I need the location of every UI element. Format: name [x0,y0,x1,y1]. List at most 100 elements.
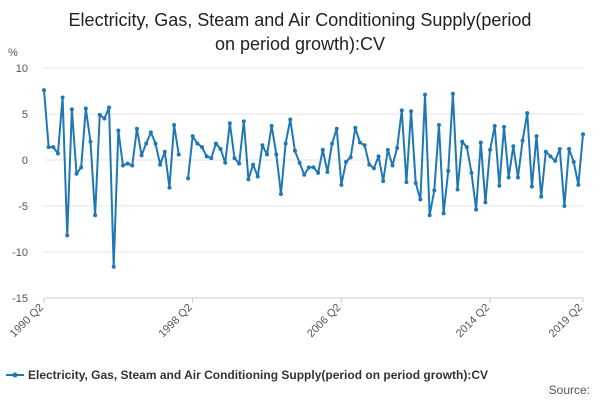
data-point[interactable] [232,156,237,161]
data-point[interactable] [302,172,307,177]
data-point[interactable] [283,141,288,146]
data-point[interactable] [97,112,102,117]
data-point[interactable] [130,163,135,168]
data-point[interactable] [51,145,56,150]
data-point[interactable] [399,108,404,113]
data-point[interactable] [237,161,242,166]
data-point[interactable] [450,91,455,96]
data-point[interactable] [474,207,479,212]
data-point[interactable] [274,152,279,157]
data-point[interactable] [148,130,153,135]
data-point[interactable] [125,161,130,166]
data-point[interactable] [199,145,204,150]
data-point[interactable] [297,160,302,165]
legend[interactable]: Electricity, Gas, Steam and Air Conditio… [6,368,488,382]
data-point[interactable] [409,109,414,114]
data-point[interactable] [116,128,121,133]
data-point[interactable] [525,111,530,116]
data-point[interactable] [488,147,493,152]
data-point[interactable] [316,170,321,175]
data-point[interactable] [357,140,362,145]
data-point[interactable] [265,152,270,157]
data-point[interactable] [218,146,223,151]
data-point[interactable] [74,171,79,176]
data-point[interactable] [144,141,149,146]
data-point[interactable] [176,152,181,157]
data-point[interactable] [69,107,74,112]
data-point[interactable] [46,145,51,150]
data-point[interactable] [390,163,395,168]
data-point[interactable] [562,204,567,208]
data-point[interactable] [432,188,437,193]
data-point[interactable] [195,141,200,146]
data-point[interactable] [186,176,191,181]
data-point[interactable] [190,134,195,139]
data-point[interactable] [246,177,251,182]
data-point[interactable] [548,154,553,159]
data-point[interactable] [278,192,283,197]
data-point[interactable] [65,233,70,238]
data-point[interactable] [464,145,469,150]
data-point[interactable] [367,162,372,167]
data-point[interactable] [120,163,125,168]
data-point[interactable] [162,149,167,154]
data-point[interactable] [102,116,107,121]
data-point[interactable] [506,175,511,180]
data-point[interactable] [446,169,451,174]
data-point[interactable] [455,187,460,192]
data-point[interactable] [139,153,144,158]
data-point[interactable] [353,125,358,130]
data-point[interactable] [292,148,297,153]
data-point[interactable] [172,123,177,128]
data-point[interactable] [325,169,330,174]
data-point[interactable] [543,149,548,154]
data-point[interactable] [339,182,344,187]
data-point[interactable] [413,181,418,185]
data-point[interactable] [427,213,432,218]
data-point[interactable] [436,123,441,128]
data-point[interactable] [441,211,446,216]
data-point[interactable] [227,121,232,126]
data-point[interactable] [42,88,46,93]
data-point[interactable] [158,162,163,167]
data-point[interactable] [260,143,265,148]
data-point[interactable] [478,140,483,145]
data-point[interactable] [423,92,428,97]
data-point[interactable] [576,182,581,187]
data-point[interactable] [571,159,576,164]
data-point[interactable] [55,151,60,156]
data-point[interactable] [376,154,381,159]
data-point[interactable] [460,139,465,144]
data-point[interactable] [348,155,353,160]
data-point[interactable] [269,123,274,128]
data-point[interactable] [418,197,423,202]
data-point[interactable] [534,134,539,139]
data-point[interactable] [223,160,228,165]
data-point[interactable] [93,213,98,218]
data-point[interactable] [288,117,293,122]
data-point[interactable] [567,146,572,151]
data-point[interactable] [371,166,376,171]
data-point[interactable] [204,154,209,159]
data-point[interactable] [344,159,349,164]
data-point[interactable] [497,183,502,188]
data-point[interactable] [395,146,400,151]
data-point[interactable] [362,143,367,148]
data-point[interactable] [251,162,256,167]
data-point[interactable] [404,180,409,185]
data-point[interactable] [79,165,84,170]
data-point[interactable] [167,185,172,190]
data-point[interactable] [385,147,390,152]
data-point[interactable] [529,184,534,189]
data-point[interactable] [483,200,488,205]
data-point[interactable] [88,139,93,144]
data-point[interactable] [311,165,316,170]
data-point[interactable] [539,194,544,199]
data-point[interactable] [320,147,325,152]
data-point[interactable] [520,138,525,143]
data-point[interactable] [134,126,139,131]
data-point[interactable] [83,106,88,111]
data-point[interactable] [60,95,65,100]
data-point[interactable] [107,105,112,110]
data-point[interactable] [581,132,585,137]
